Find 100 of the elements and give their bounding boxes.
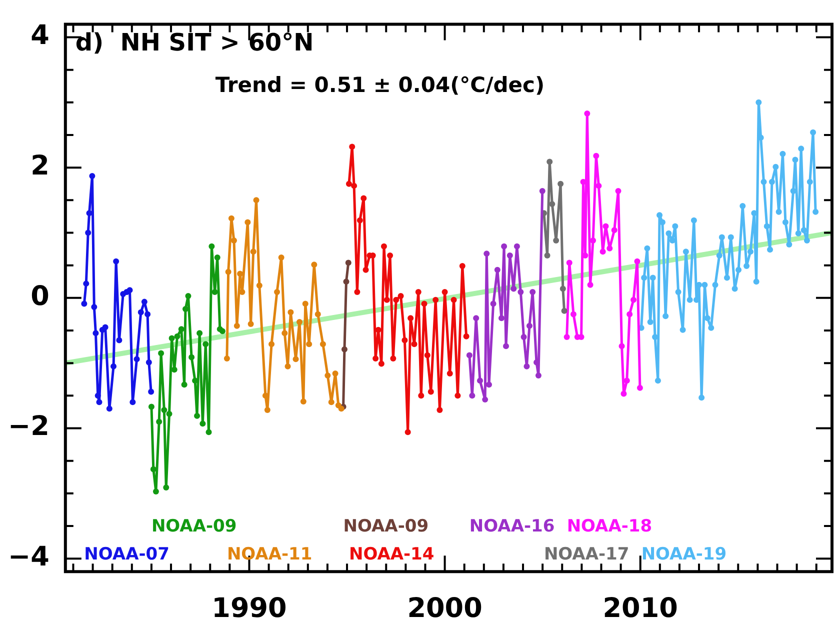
point [144,311,151,318]
point [418,392,424,399]
point [669,238,676,244]
point [219,328,226,334]
point [113,258,120,264]
y-tick-label: −2 [8,411,50,442]
point [756,99,762,106]
point [306,341,312,348]
point [282,330,288,336]
point [126,287,133,294]
point [634,258,640,264]
text: NOAA-14 [348,544,434,565]
point [228,215,234,222]
point [724,274,730,281]
point [200,420,206,427]
point [341,346,348,352]
point [764,223,770,230]
point [680,326,686,333]
point [208,243,215,250]
point [482,396,488,403]
point [398,292,404,299]
point [682,248,689,255]
point [736,266,742,273]
point [666,230,672,236]
point [224,356,230,362]
text: NOAA-17 [544,544,630,565]
point [473,315,480,322]
point [558,180,564,187]
text: NOAA-11 [226,544,312,565]
point [760,178,767,185]
point [171,366,178,373]
point [85,230,92,236]
point [178,326,184,332]
point [549,201,556,208]
y-tick-label: 0 [30,280,50,312]
point [647,319,654,326]
point [782,219,788,226]
point [156,418,162,425]
point [702,282,708,288]
text: NOAA-09 [343,516,429,537]
point [202,341,209,348]
point [92,330,99,336]
text: NOAA-19 [641,544,727,565]
point [698,394,705,401]
point [535,372,542,378]
point [436,406,443,413]
point [185,292,192,299]
point [372,356,379,362]
point [490,300,496,307]
point [196,330,203,336]
x-tick-label: 2010 [602,592,678,624]
point [450,296,457,303]
point [328,399,334,406]
point [174,333,180,340]
point [732,286,738,292]
x-tick-label: 2000 [407,592,482,624]
point [161,406,168,413]
point [553,238,560,244]
point [250,248,256,255]
point [644,245,650,252]
text: NOAA-16 [469,516,555,537]
point [650,274,656,281]
point [302,300,308,307]
point [150,466,156,472]
point [662,313,669,320]
point [110,363,117,370]
point [248,320,254,327]
point [728,234,734,240]
point [130,399,136,406]
point [166,410,172,417]
point [214,254,220,260]
point [672,223,678,230]
point [800,227,807,234]
point [518,289,524,296]
point [268,341,275,348]
point [152,488,159,494]
point [546,158,553,165]
point [424,352,430,358]
point [626,311,633,318]
point [146,359,152,366]
point [596,182,602,189]
point [466,352,472,358]
x-tick-label: 1990 [212,592,287,624]
point [747,248,754,255]
point [776,208,782,215]
point [314,311,321,318]
point [510,286,517,292]
point [188,354,195,360]
annotation: Trend = 0.51 ± 0.04(°C/dec) [215,73,545,98]
point [772,164,779,170]
point [484,250,490,257]
point [244,219,251,226]
point [810,129,816,136]
point [600,248,606,255]
point [102,324,108,330]
point [296,319,302,326]
point [225,268,232,275]
point [712,282,718,288]
point [442,289,448,296]
point [476,378,483,384]
